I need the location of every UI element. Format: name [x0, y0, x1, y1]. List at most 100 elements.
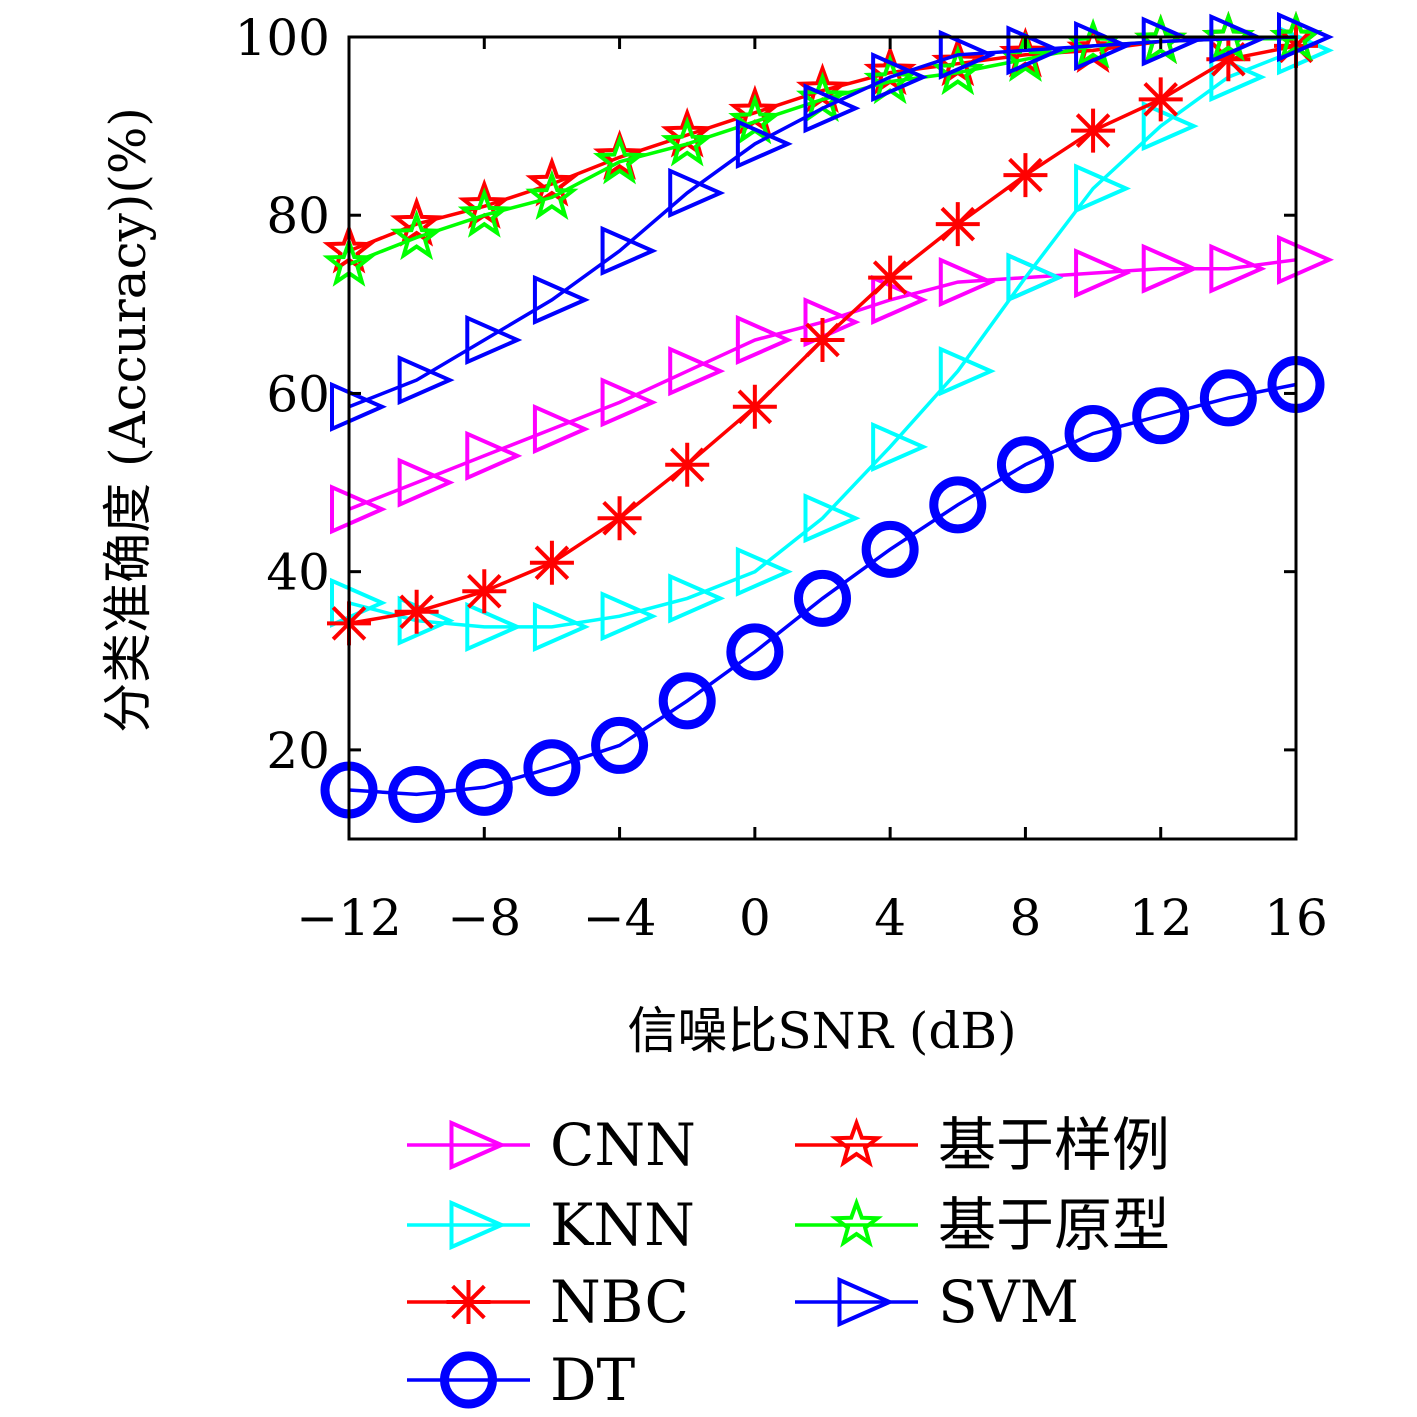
data-point — [735, 546, 793, 597]
x-tick-label: 16 — [1264, 889, 1328, 947]
legend-label: 基于样例 — [938, 1111, 1170, 1179]
data-point — [388, 765, 446, 823]
data-point — [532, 274, 590, 325]
x-tick-label: −4 — [583, 889, 657, 947]
data-point — [803, 493, 861, 544]
data-point — [660, 115, 714, 167]
data-point — [1006, 25, 1064, 76]
data-point — [532, 404, 590, 455]
data-point — [1006, 252, 1064, 303]
data-point — [1277, 234, 1334, 285]
data-point — [868, 255, 913, 300]
data-point — [735, 118, 793, 169]
y-tick-label: 40 — [266, 544, 330, 602]
legend-label: CNN — [550, 1111, 696, 1179]
data-point — [929, 476, 987, 534]
x-axis-label: 信噪比SNR (dB) — [627, 1002, 1016, 1060]
data-point — [938, 346, 996, 397]
data-point — [871, 274, 929, 325]
data-point — [1064, 405, 1122, 463]
data-point — [465, 601, 523, 652]
data-point — [1132, 387, 1190, 445]
data-point — [600, 225, 658, 276]
x-tick-label: −12 — [296, 889, 402, 947]
data-point — [523, 739, 581, 797]
data-point — [726, 623, 784, 681]
data-point — [668, 573, 726, 624]
series-line — [348, 35, 1297, 409]
data-point — [1074, 248, 1132, 299]
legend-item: KNN — [407, 1191, 695, 1259]
data-point — [871, 421, 929, 472]
legend-label: KNN — [550, 1191, 695, 1259]
legend-label: 基于原型 — [938, 1191, 1170, 1259]
legend-marker — [449, 1119, 507, 1171]
data-point — [794, 569, 851, 627]
data-point — [735, 314, 793, 366]
series-layer — [320, 10, 1334, 823]
series-line — [348, 48, 1297, 629]
data-point — [665, 442, 710, 487]
data-point — [1071, 108, 1116, 153]
data-point — [394, 589, 439, 634]
data-point — [532, 601, 590, 652]
data-point — [938, 29, 996, 80]
data-point — [330, 381, 387, 432]
legend-marker — [830, 1197, 883, 1248]
y-tick-label: 20 — [266, 722, 330, 780]
y-tick-label: 100 — [235, 9, 330, 67]
x-tick-label: 4 — [874, 889, 906, 947]
data-point — [390, 209, 444, 261]
legend-item: 基于原型 — [795, 1191, 1170, 1259]
data-point — [668, 167, 726, 219]
data-point — [462, 569, 507, 614]
data-point — [397, 355, 455, 406]
data-point — [1209, 52, 1267, 103]
data-point — [1074, 20, 1132, 71]
data-point — [861, 520, 919, 578]
data-point — [591, 716, 649, 774]
legend-marker — [830, 1117, 883, 1168]
data-point — [525, 169, 579, 221]
data-point — [1003, 153, 1048, 198]
data-point — [592, 133, 647, 185]
legend-marker — [440, 1351, 497, 1409]
data-point — [465, 314, 523, 366]
data-point — [871, 52, 929, 103]
y-axis-label: 分类准确度 (Accuracy)(%) — [99, 107, 157, 733]
data-point — [1199, 369, 1257, 427]
legend-item: DT — [407, 1346, 636, 1414]
data-point — [457, 187, 511, 238]
data-point — [465, 430, 523, 481]
x-tick-label: −8 — [447, 889, 521, 947]
data-point — [330, 484, 387, 535]
data-point — [803, 83, 861, 134]
data-point — [935, 202, 980, 247]
x-tick-label: 8 — [1010, 889, 1042, 947]
data-point — [1141, 101, 1199, 152]
data-point — [996, 436, 1054, 494]
data-point — [658, 672, 716, 730]
data-point — [390, 196, 444, 247]
data-point — [668, 346, 726, 397]
x-tick-label: 12 — [1129, 889, 1193, 947]
data-point — [397, 457, 455, 508]
ticks-layer: −12 −8 −4 0 4 8 12 16 20 40 60 80 100 — [235, 9, 1328, 947]
data-point — [529, 540, 574, 585]
data-point — [600, 591, 658, 642]
series-7 — [330, 11, 1334, 432]
series-line — [348, 258, 1297, 511]
legend-item: CNN — [407, 1111, 696, 1179]
legend-label: SVM — [938, 1268, 1079, 1336]
data-point — [800, 317, 845, 362]
legend-marker — [446, 1280, 491, 1324]
data-point — [592, 129, 647, 180]
legend-item: NBC — [407, 1268, 689, 1336]
data-point — [1209, 243, 1267, 294]
data-point — [803, 297, 861, 348]
data-point — [1138, 77, 1183, 122]
legend-marker — [449, 1199, 507, 1251]
data-point — [1209, 13, 1267, 64]
